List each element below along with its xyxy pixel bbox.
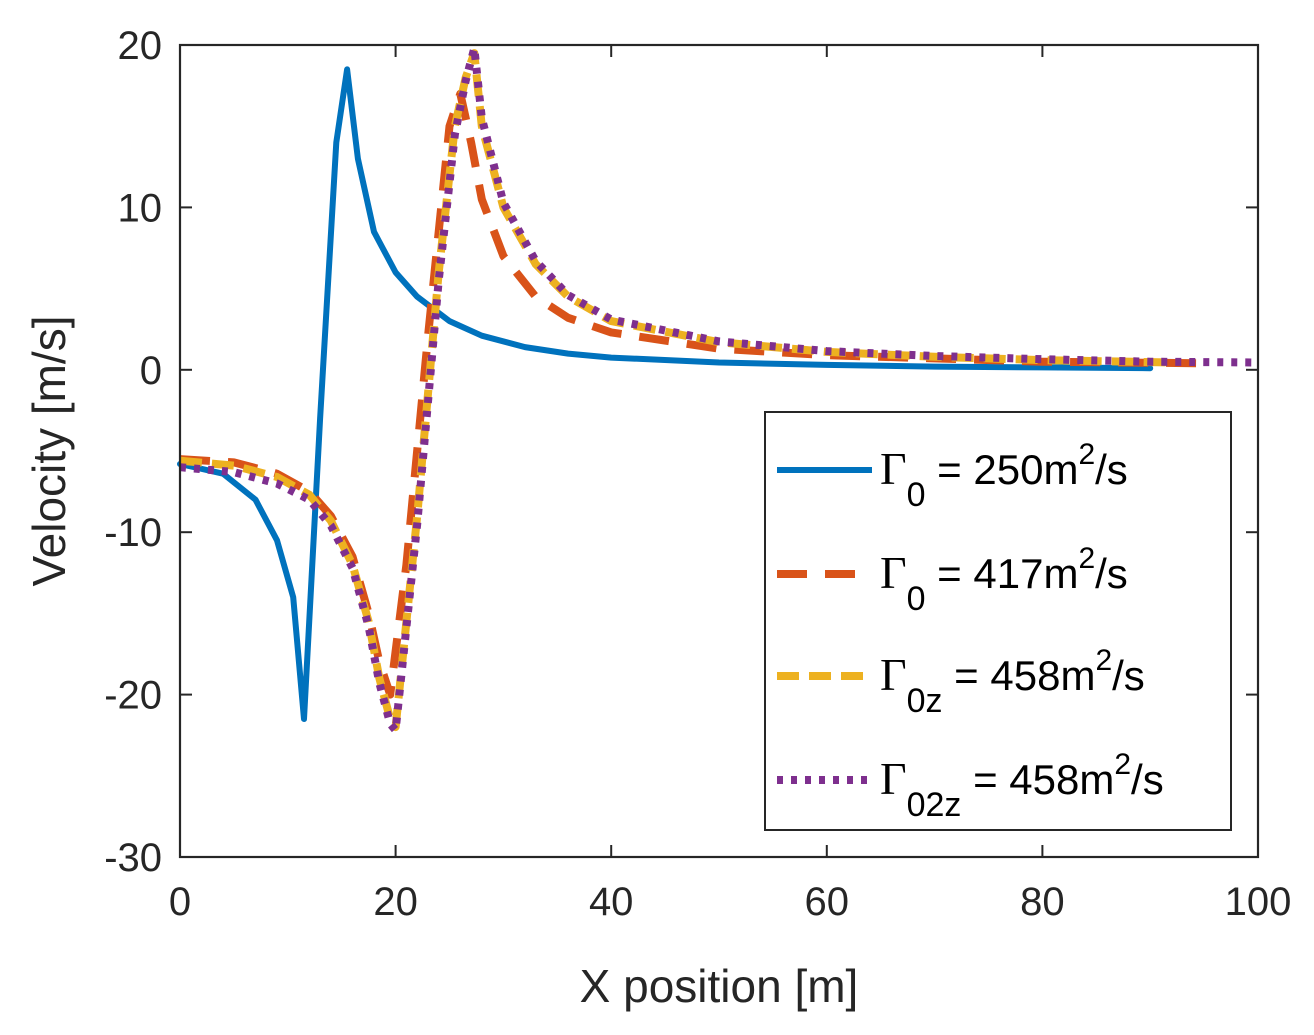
x-tick-label: 20 <box>373 880 418 924</box>
y-tick-label: 0 <box>140 349 162 393</box>
legend-entry-2: Γ0 = 417m2/s <box>777 542 1128 618</box>
x-tick-label: 100 <box>1225 880 1292 924</box>
x-axis-label: X position [m] <box>580 960 859 1012</box>
y-axis-label: Velocity [m/s] <box>23 316 75 587</box>
series-line-1 <box>177 66 1154 722</box>
legend-label: Γ02z = 458m2/s <box>880 748 1164 824</box>
legend-label: Γ0 = 250m2/s <box>880 438 1128 514</box>
ticks-layer: 0 20 40 60 80 100 -30 -20 -10 0 10 20 <box>104 24 1291 924</box>
series-line-3 <box>179 49 1172 732</box>
y-tick-label: -10 <box>104 511 162 555</box>
x-tick-label: 60 <box>805 880 850 924</box>
series-layer <box>177 44 1259 735</box>
plot-frame <box>178 43 1260 859</box>
series-line-4 <box>179 44 1259 735</box>
x-tick-label: 80 <box>1020 880 1065 924</box>
legend-entry-4: Γ02z = 458m2/s <box>777 748 1164 824</box>
y-tick-label: -30 <box>104 836 162 880</box>
y-tick-label: 10 <box>118 186 163 230</box>
x-tick-label: 40 <box>589 880 634 924</box>
legend-box <box>764 411 1232 831</box>
legend: Γ0 = 250m2/s Γ0 = 417m2/s Γ0z = 458m2/s Γ02… <box>764 411 1232 831</box>
x-tick-label: 0 <box>169 880 191 924</box>
y-tick-label: -20 <box>104 674 162 718</box>
legend-entry-1: Γ0 = 250m2/s <box>777 438 1128 514</box>
y-tick-label: 20 <box>118 24 163 68</box>
legend-entry-3: Γ0z = 458m2/s <box>777 644 1145 720</box>
legend-label: Γ0 = 417m2/s <box>880 542 1128 618</box>
legend-label: Γ0z = 458m2/s <box>880 644 1145 720</box>
